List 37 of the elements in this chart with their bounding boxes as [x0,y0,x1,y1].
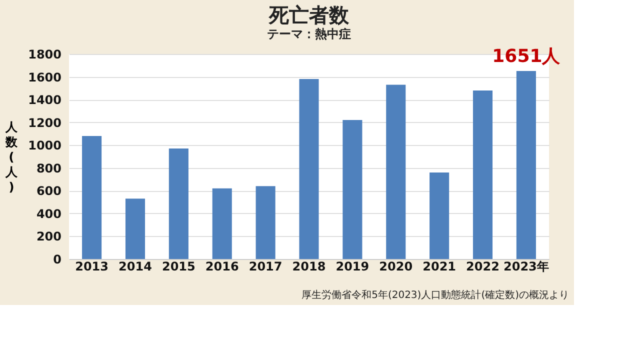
y-axis-title: 人数(人) [4,120,18,194]
x-tick-label: 2014 [118,260,152,274]
bar [430,172,450,259]
x-tick-label: 2016 [205,260,239,274]
data-label: 1651人 [492,46,562,67]
x-tick-label: 2018 [292,260,326,274]
y-tick-label: 1200 [28,116,62,130]
x-tick-label: 2015 [162,260,196,274]
y-tick-label: 400 [36,206,62,221]
chart-subtitle: テーマ：熱中症 [267,26,351,41]
text: 厚生労働省令和5年(2023)人口動態統計(確定数)の概況より [302,289,569,301]
y-tick-label: 800 [36,161,62,176]
bar [256,186,276,259]
bar [125,198,146,259]
y-tick-label: 600 [36,184,62,198]
bar [168,148,188,259]
bar [386,84,406,259]
x-tick-label: 2023年 [503,260,549,274]
x-tick-label: 2021 [422,260,456,274]
bar [342,120,362,259]
x-tick-label: 2013 [75,260,109,274]
y-tick-label: 200 [36,230,62,244]
y-tick-label: 1000 [28,138,62,153]
y-tick-label: 0 [53,252,62,266]
bar [82,136,102,259]
x-tick-label: 2017 [248,260,282,274]
y-tick-label: 1800 [28,48,62,62]
y-tick-label: 1600 [28,70,62,84]
x-tick-label: 2020 [379,260,413,274]
chart-title: 死亡者数 [268,2,350,27]
x-tick-label: 2019 [336,260,370,274]
y-tick-label: 1400 [28,93,62,108]
x-tick-label: 2022 [466,260,500,274]
bar [299,79,319,259]
bar [472,90,493,259]
bar [212,188,232,259]
bar [516,70,536,259]
